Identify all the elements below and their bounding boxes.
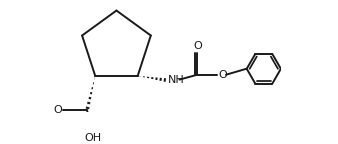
Text: O: O (193, 41, 202, 51)
Text: O: O (218, 70, 227, 80)
Text: NH: NH (168, 75, 185, 85)
Text: OH: OH (84, 133, 102, 143)
Text: O: O (53, 105, 62, 115)
